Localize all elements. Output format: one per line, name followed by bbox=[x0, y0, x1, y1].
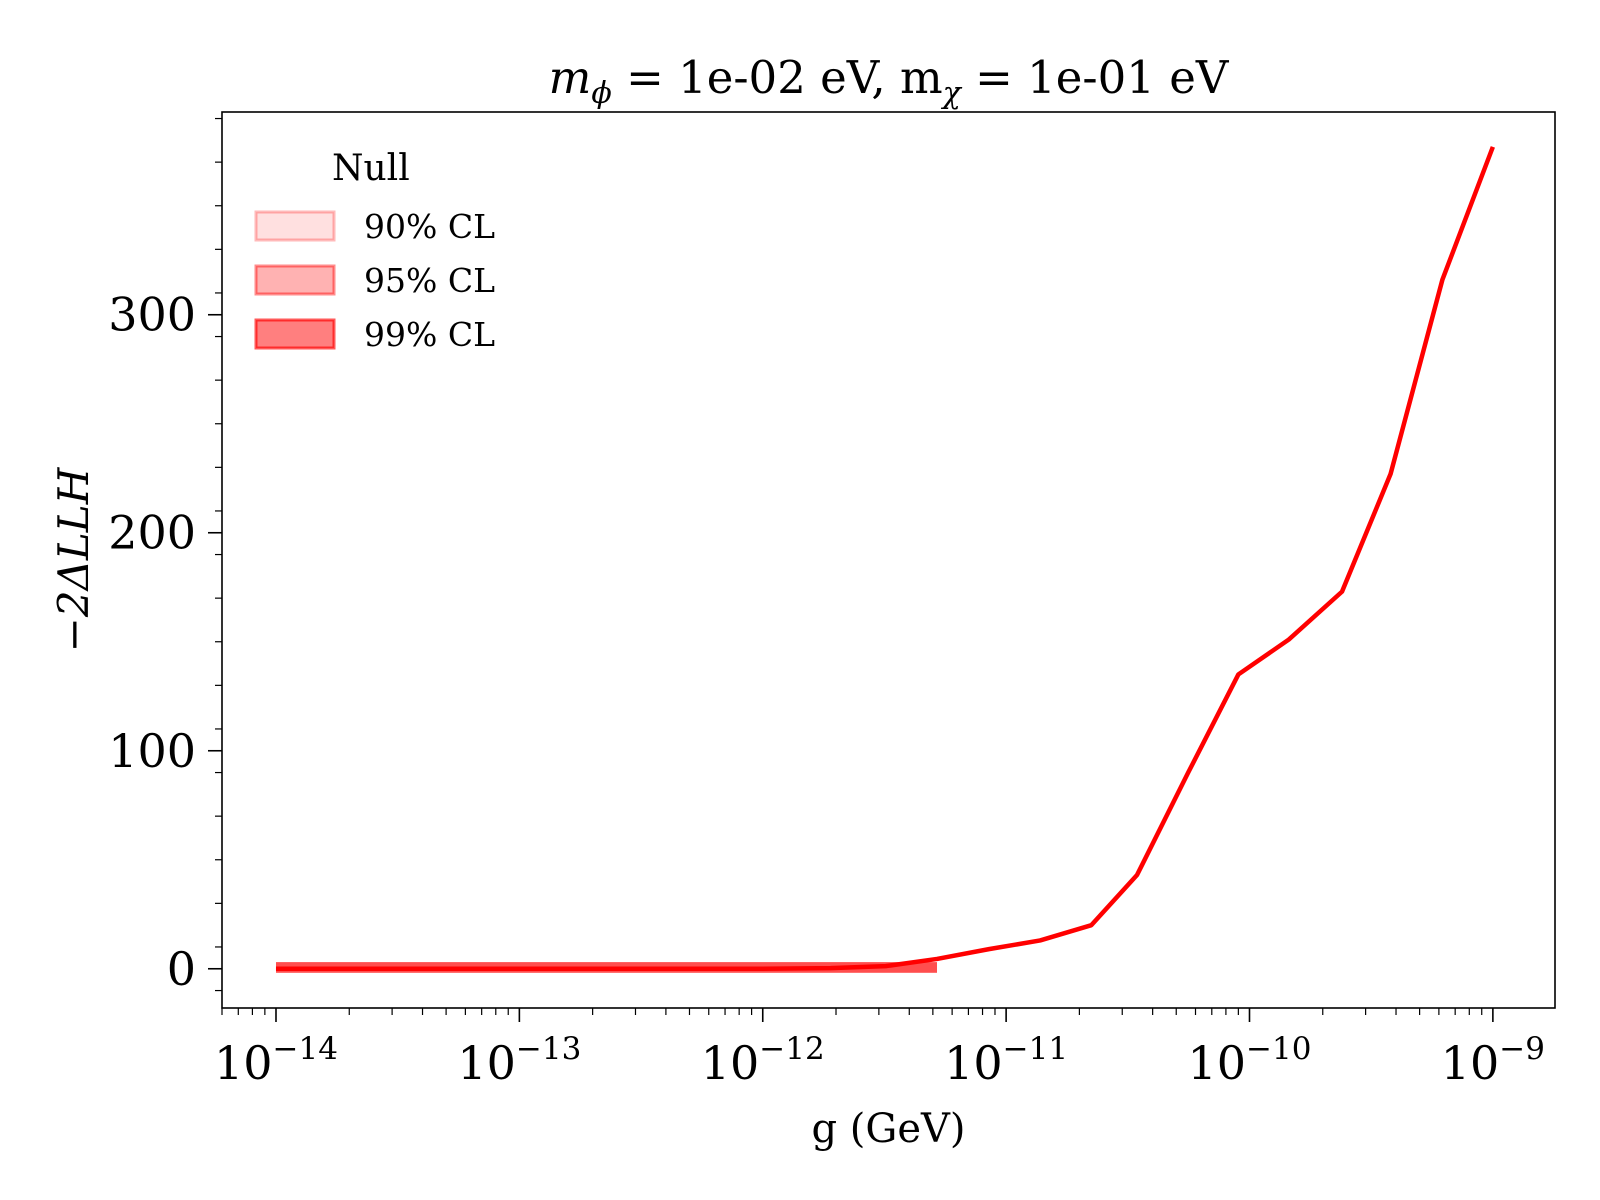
title-middle: = 1e-02 eV, m bbox=[612, 51, 943, 104]
legend-label: 99% CL bbox=[364, 315, 495, 354]
legend-label: 90% CL bbox=[364, 207, 495, 246]
y-tick-label: 300 bbox=[108, 288, 196, 342]
x-tick-label: 10−13 bbox=[457, 1031, 581, 1090]
y-axis-label: −2ΔLLH bbox=[49, 466, 98, 652]
title-suffix: = 1e-01 eV bbox=[961, 51, 1230, 104]
legend: Null 90% CL 95% CL 99% CL bbox=[254, 148, 495, 354]
axes-frame bbox=[221, 111, 1556, 1009]
x-axis: 10−14 10−13 10−12 10−11 10−10 10−9 bbox=[214, 1008, 1545, 1090]
x-tick-label: 10−14 bbox=[214, 1031, 338, 1090]
x-tick-label: 10−11 bbox=[944, 1031, 1068, 1090]
y-axis: 0 100 200 300 bbox=[108, 117, 222, 996]
legend-title: Null bbox=[332, 148, 410, 189]
svg-text:mϕ = 1e-02 eV, mχ = 1e-01 eV: mϕ = 1e-02 eV, mχ = 1e-01 eV bbox=[549, 51, 1230, 111]
series-lines bbox=[275, 146, 1495, 972]
title-prefix: m bbox=[549, 51, 592, 104]
x-tick-label: 10−9 bbox=[1441, 1031, 1545, 1090]
y-tick-label: 200 bbox=[108, 506, 196, 560]
y-tick-label: 0 bbox=[167, 942, 196, 996]
title-subscript-chi: χ bbox=[941, 76, 963, 111]
legend-swatch bbox=[254, 210, 336, 242]
legend-label: 95% CL bbox=[364, 261, 495, 300]
x-axis-label: g (GeV) bbox=[811, 1106, 965, 1152]
y-tick-label: 100 bbox=[108, 724, 196, 778]
x-tick-label: 10−12 bbox=[701, 1031, 825, 1090]
chart-title: mϕ = 1e-02 eV, mχ = 1e-01 eV bbox=[549, 51, 1230, 111]
x-tick-label: 10−10 bbox=[1188, 1031, 1312, 1090]
title-subscript-phi: ϕ bbox=[591, 76, 611, 111]
legend-swatch bbox=[254, 264, 336, 296]
legend-swatch bbox=[254, 318, 336, 350]
